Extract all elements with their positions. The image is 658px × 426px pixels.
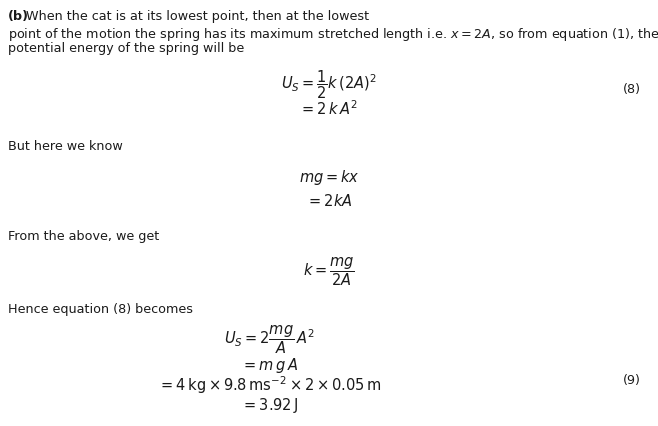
Text: But here we know: But here we know bbox=[8, 140, 123, 153]
Text: $U_S = 2\dfrac{mg}{A}\,A^2$: $U_S = 2\dfrac{mg}{A}\,A^2$ bbox=[224, 322, 316, 355]
Text: (9): (9) bbox=[623, 373, 641, 386]
Text: $= 4\,\mathrm{kg} \times 9.8\,\mathrm{ms}^{-2} \times 2 \times 0.05\,\mathrm{m}$: $= 4\,\mathrm{kg} \times 9.8\,\mathrm{ms… bbox=[159, 373, 382, 395]
Text: $= 2kA$: $= 2kA$ bbox=[305, 193, 353, 208]
Text: $mg = kx$: $mg = kx$ bbox=[299, 167, 359, 187]
Text: $= 2\,k\,A^2$: $= 2\,k\,A^2$ bbox=[299, 99, 359, 118]
Text: When the cat is at its lowest point, then at the lowest: When the cat is at its lowest point, the… bbox=[22, 10, 369, 23]
Text: potential energy of the spring will be: potential energy of the spring will be bbox=[8, 42, 244, 55]
Text: $U_S = \dfrac{1}{2}k\,(2A)^2$: $U_S = \dfrac{1}{2}k\,(2A)^2$ bbox=[281, 68, 377, 100]
Text: Hence equation (8) becomes: Hence equation (8) becomes bbox=[8, 302, 193, 315]
Text: (b): (b) bbox=[8, 10, 29, 23]
Text: From the above, we get: From the above, we get bbox=[8, 230, 159, 242]
Text: $= 3.92\,\mathrm{J}$: $= 3.92\,\mathrm{J}$ bbox=[241, 395, 299, 414]
Text: $k = \dfrac{mg}{2A}$: $k = \dfrac{mg}{2A}$ bbox=[303, 254, 355, 287]
Text: point of the motion the spring has its maximum stretched length i.e. $x = 2A$, s: point of the motion the spring has its m… bbox=[8, 26, 658, 43]
Text: (8): (8) bbox=[623, 83, 641, 96]
Text: $= m\,g\,A$: $= m\,g\,A$ bbox=[241, 355, 299, 374]
